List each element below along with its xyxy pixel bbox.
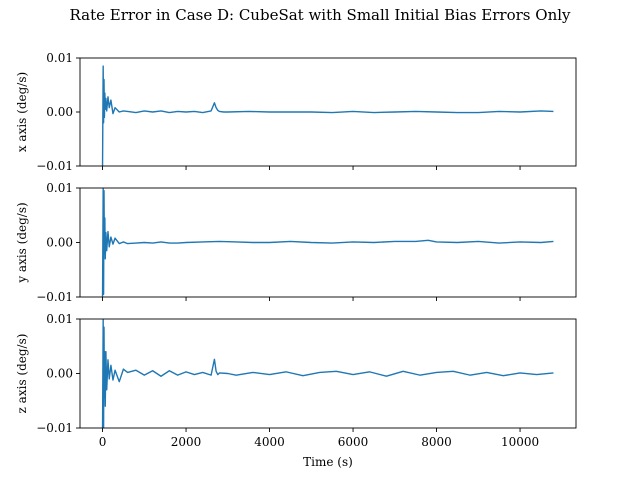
subplot-3: −0.01 0.00 0.01 z axis (deg/s) 0 2000 4000 6000… [15,312,577,449]
series-line-3 [101,319,554,428]
y-axis-label-3: z axis (deg/s) [15,334,29,414]
y-tick-label: −0.01 [36,421,73,435]
y-tick-label: 0.00 [46,105,73,119]
y-axis-label-1: x axis (deg/s) [15,72,29,152]
x-tick-label: 10000 [501,435,539,449]
x-tick-label: 8000 [421,435,452,449]
subplot-1: −0.01 0.00 0.01 x axis (deg/s) [15,51,577,173]
subplot-2: −0.01 0.00 0.01 y axis (deg/s) [15,181,577,304]
x-tick-label: 0 [99,435,107,449]
y-tick-label: 0.01 [46,312,73,326]
y-axis-label-2: y axis (deg/s) [15,202,29,283]
x-axis-label: Time (s) [303,455,353,469]
chart-title: Rate Error in Case D: CubeSat with Small… [69,6,571,24]
series-line-1 [101,65,554,166]
y-tick-label: −0.01 [36,159,73,173]
y-tick-label: 0.01 [46,181,73,195]
x-tick-label: 2000 [171,435,202,449]
x-tick-label: 4000 [254,435,285,449]
subplots: −0.01 0.00 0.01 x axis (deg/s) −0.01 0.00 0.01… [15,51,577,449]
series-line-2 [101,188,554,297]
y-tick-label: −0.01 [36,290,73,304]
x-tick-label: 6000 [338,435,369,449]
plot-frame [79,318,577,429]
y-tick-label: 0.00 [46,236,73,250]
y-tick-label: 0.00 [46,367,73,381]
y-tick-label: 0.01 [46,51,73,65]
